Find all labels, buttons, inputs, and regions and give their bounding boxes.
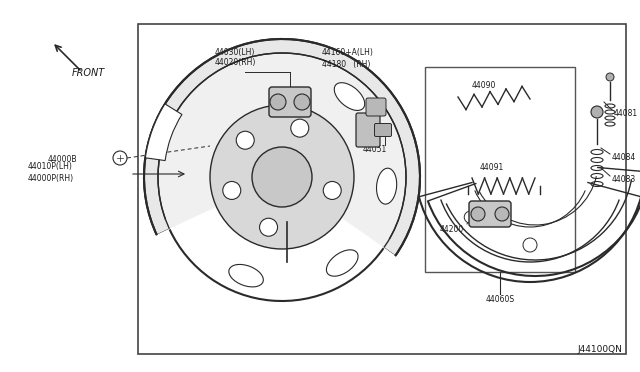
Circle shape [291, 119, 308, 137]
Polygon shape [144, 39, 420, 256]
Text: FRONT: FRONT [72, 68, 105, 78]
Text: 44084: 44084 [612, 153, 636, 161]
FancyBboxPatch shape [374, 124, 392, 137]
Text: 44091: 44091 [480, 164, 504, 173]
Text: 44051: 44051 [363, 145, 387, 154]
Circle shape [236, 131, 254, 149]
Text: 44010P(LH): 44010P(LH) [28, 163, 73, 171]
Bar [138, 24, 626, 354]
Text: 44030(LH): 44030(LH) [215, 48, 255, 57]
Circle shape [223, 182, 241, 199]
Ellipse shape [376, 168, 397, 204]
Text: 44180   (RH): 44180 (RH) [322, 60, 371, 68]
Circle shape [464, 211, 476, 223]
Circle shape [495, 207, 509, 221]
Bar [425, 67, 575, 272]
Ellipse shape [334, 83, 365, 110]
Text: J44100QN: J44100QN [577, 345, 622, 354]
Circle shape [252, 147, 312, 207]
Text: 44020(RH): 44020(RH) [215, 58, 257, 67]
Ellipse shape [229, 264, 263, 287]
FancyBboxPatch shape [269, 87, 311, 117]
FancyBboxPatch shape [469, 201, 511, 227]
Wedge shape [145, 104, 182, 161]
Text: 44083: 44083 [612, 176, 636, 185]
Circle shape [471, 207, 485, 221]
Circle shape [323, 182, 341, 199]
Circle shape [523, 238, 537, 252]
Circle shape [260, 218, 278, 236]
Wedge shape [155, 177, 397, 317]
FancyBboxPatch shape [356, 113, 380, 147]
Text: 44090: 44090 [472, 80, 497, 90]
Text: 44000P(RH): 44000P(RH) [28, 173, 74, 183]
Text: 44060S: 44060S [485, 295, 515, 305]
Circle shape [606, 73, 614, 81]
Text: 44081: 44081 [614, 109, 638, 119]
FancyBboxPatch shape [366, 98, 386, 116]
Circle shape [294, 94, 310, 110]
Ellipse shape [326, 250, 358, 276]
Text: 44000B: 44000B [48, 154, 77, 164]
Text: 44200: 44200 [440, 224, 464, 234]
Circle shape [591, 106, 603, 118]
Text: 44160+A(LH): 44160+A(LH) [322, 48, 374, 58]
Circle shape [158, 53, 406, 301]
Circle shape [210, 105, 354, 249]
Circle shape [270, 94, 286, 110]
